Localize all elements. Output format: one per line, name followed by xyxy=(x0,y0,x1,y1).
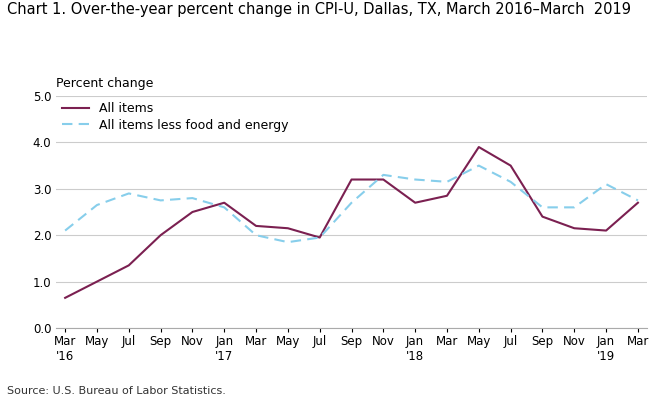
All items less food and energy xyxy=(411,177,419,182)
All items less food and energy xyxy=(157,198,165,203)
All items xyxy=(634,200,642,205)
All items xyxy=(284,226,292,231)
All items less food and energy xyxy=(284,240,292,244)
All items xyxy=(443,193,451,198)
All items xyxy=(252,224,260,228)
Text: Chart 1. Over-the-year percent change in CPI-U, Dallas, TX, March 2016–March  20: Chart 1. Over-the-year percent change in… xyxy=(7,2,630,17)
All items less food and energy xyxy=(220,205,228,210)
All items less food and energy xyxy=(316,235,324,240)
All items xyxy=(379,177,387,182)
All items less food and energy xyxy=(538,205,546,210)
Line: All items: All items xyxy=(65,147,638,298)
All items less food and energy xyxy=(93,203,101,208)
All items xyxy=(61,296,69,300)
All items less food and energy xyxy=(348,200,356,205)
All items xyxy=(125,263,133,268)
Text: '17: '17 xyxy=(215,350,233,363)
Legend: All items, All items less food and energy: All items, All items less food and energ… xyxy=(62,102,289,132)
All items less food and energy xyxy=(61,228,69,233)
All items xyxy=(411,200,419,205)
All items less food and energy xyxy=(475,163,483,168)
All items xyxy=(570,226,578,231)
All items xyxy=(348,177,356,182)
Text: Percent change: Percent change xyxy=(56,77,153,90)
All items less food and energy xyxy=(507,180,515,184)
Text: '19: '19 xyxy=(597,350,615,363)
All items less food and energy xyxy=(570,205,578,210)
All items xyxy=(538,214,546,219)
All items less food and energy xyxy=(252,233,260,238)
Text: Source: U.S. Bureau of Labor Statistics.: Source: U.S. Bureau of Labor Statistics. xyxy=(7,386,226,396)
All items less food and energy xyxy=(125,191,133,196)
All items xyxy=(188,210,196,214)
All items less food and energy xyxy=(188,196,196,200)
Text: '16: '16 xyxy=(56,350,75,363)
All items xyxy=(475,145,483,150)
All items xyxy=(507,163,515,168)
All items xyxy=(157,233,165,238)
All items xyxy=(602,228,610,233)
All items xyxy=(316,235,324,240)
Text: '18: '18 xyxy=(406,350,424,363)
All items less food and energy xyxy=(379,172,387,177)
All items xyxy=(220,200,228,205)
All items less food and energy xyxy=(443,180,451,184)
All items less food and energy xyxy=(602,182,610,186)
Line: All items less food and energy: All items less food and energy xyxy=(65,166,638,242)
All items less food and energy xyxy=(634,198,642,203)
All items xyxy=(93,279,101,284)
